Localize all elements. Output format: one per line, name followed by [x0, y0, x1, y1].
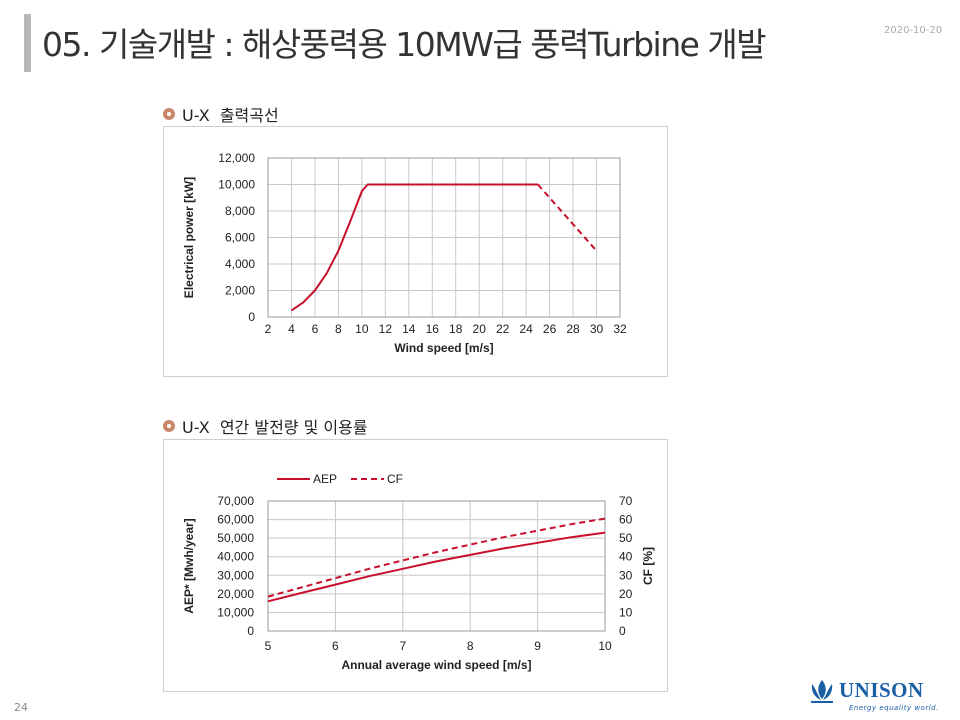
chart-panel-aep: 0 10,000 20,000 30,000 40,000 50,000 60,000 70,… [163, 439, 668, 692]
series-line-solid [290, 183, 538, 312]
bullet-icon [163, 108, 175, 120]
x-tick-label: 10 [355, 322, 369, 336]
logo-tagline: Energy equality world. [849, 704, 939, 712]
x-tick-label: 9 [534, 639, 541, 653]
section-heading-text: U-X 연간 발전량 및 이용률 [182, 418, 368, 437]
x-tick-label: 16 [426, 322, 440, 336]
date-label: 2020-10-20 [884, 25, 943, 36]
plot-area-border [267, 500, 606, 632]
y-tick-label: 0 [247, 624, 254, 638]
unison-emblem-icon [811, 680, 833, 703]
legend-label-aep: AEP [313, 472, 337, 486]
y-tick-label: 40,000 [217, 550, 254, 564]
legend-label-cf: CF [387, 472, 403, 486]
title-accent-bar [24, 14, 31, 72]
y-tick-label: 30,000 [217, 568, 254, 582]
page-title: 05. 기술개발 : 해상풍력용 10MW급 풍력Turbine 개발 [42, 25, 767, 64]
x-tick-label: 26 [543, 322, 557, 336]
series-line-dashed [537, 183, 598, 252]
section-heading-text: U-X 출력곡선 [182, 106, 279, 125]
x-tick-label: 6 [332, 639, 339, 653]
y2-tick-label: 50 [619, 531, 633, 545]
x-tick-label: 4 [288, 322, 295, 336]
y2-tick-label: 60 [619, 513, 633, 527]
power-curve-chart: 2 4 6 8 10 12 14 16 18 20 22 24 26 28 30 3202,0004,0006… [182, 151, 627, 355]
y-tick-label: 0 [248, 310, 255, 324]
y-tick-label: 8,000 [225, 204, 255, 218]
chart-panel-power-curve: 2 4 6 8 10 12 14 16 18 20 22 24 26 28 30 32 0 2,000 4,000 6… [163, 126, 668, 377]
y-tick-label: 6,000 [225, 231, 255, 245]
x-tick-label: 30 [590, 322, 604, 336]
logo-wordmark: UNISON [839, 678, 924, 702]
x-tick-label: 8 [335, 322, 342, 336]
x-tick-label: 12 [379, 322, 393, 336]
x-tick-label: 24 [519, 322, 533, 336]
section-heading-aep: U-X 연간 발전량 및 이용률 [163, 414, 368, 438]
y-tick-label: 10,000 [218, 178, 255, 192]
y-tick-label: 60,000 [217, 513, 254, 527]
y2-tick-label: 20 [619, 587, 633, 601]
aep-cf-chart: 0 10,000 20,000 30,000 40,000 50,000 60,000 70,… [182, 472, 655, 672]
y2-tick-label: 40 [619, 550, 633, 564]
x-tick-label: 18 [449, 322, 463, 336]
y2-tick-label: 10 [619, 605, 633, 619]
x-tick-label: 32 [613, 322, 627, 336]
plot-area-border [267, 157, 621, 318]
y-tick-label: 70,000 [217, 494, 254, 508]
y2-tick-label: 70 [619, 494, 633, 508]
y-tick-label: 10,000 [217, 605, 254, 619]
section-heading-power-curve: U-X 출력곡선 [163, 102, 279, 126]
y-tick-label: 2,000 [225, 284, 255, 298]
y-tick-label: 50,000 [217, 531, 254, 545]
x-tick-label: 2 [265, 322, 272, 336]
x-tick-label: 6 [312, 322, 319, 336]
x-axis-label: Wind speed [m/s] [394, 341, 493, 355]
x-tick-label: 8 [467, 639, 474, 653]
y-axis-label: AEP* [Mwh/year] [182, 518, 196, 613]
y2-tick-label: 0 [619, 624, 626, 638]
series-line-aep [267, 531, 606, 603]
y-axis-label: Electrical power [kW] [182, 177, 196, 298]
x-axis-label: Annual average wind speed [m/s] [341, 658, 531, 672]
page-number: 24 [14, 701, 28, 714]
y-tick-label: 12,000 [218, 151, 255, 165]
x-tick-label: 5 [265, 639, 272, 653]
bullet-icon [163, 420, 175, 432]
series-line-cf [267, 517, 606, 598]
x-tick-label: 7 [399, 639, 406, 653]
y2-tick-label: 30 [619, 568, 633, 582]
x-tick-label: 10 [598, 639, 612, 653]
x-tick-label: 22 [496, 322, 510, 336]
y-tick-label: 4,000 [225, 257, 255, 271]
x-tick-label: 20 [473, 322, 487, 336]
x-tick-label: 28 [566, 322, 580, 336]
unison-logo: UNISON Energy equality world. [805, 676, 950, 716]
y2-axis-label: CF [%] [641, 547, 655, 585]
y-tick-label: 20,000 [217, 587, 254, 601]
x-tick-label: 14 [402, 322, 416, 336]
